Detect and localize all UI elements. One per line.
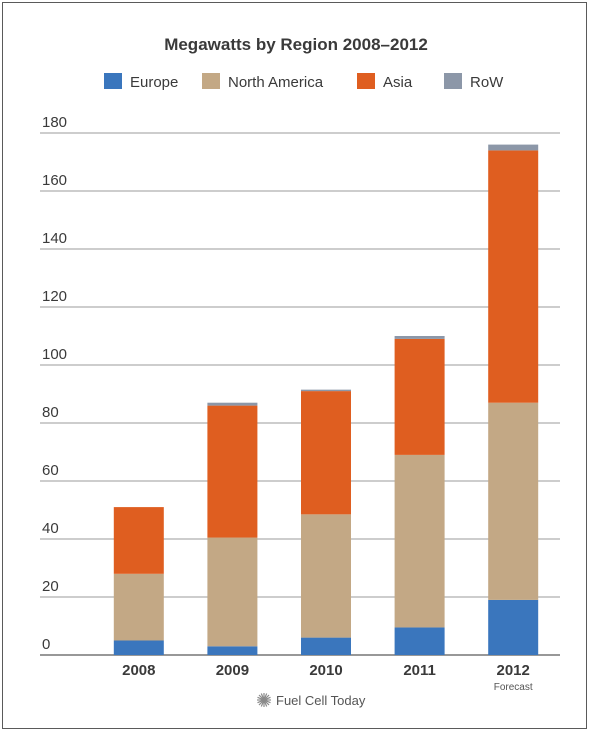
- x-tick-label: 2012: [497, 662, 530, 679]
- y-tick-label: 20: [42, 578, 59, 595]
- legend: Europe North America Asia RoW: [104, 73, 504, 91]
- legend-label-asia: Asia: [383, 74, 413, 91]
- bar-2011-row: [394, 336, 445, 339]
- bars: [113, 144, 539, 655]
- y-tick-label: 120: [42, 288, 67, 305]
- bar-2012-row: [488, 144, 539, 151]
- legend-label-europe: Europe: [130, 74, 178, 91]
- y-tick-label: 100: [42, 346, 67, 363]
- bar-2011-asia: [394, 338, 445, 455]
- legend-swatch-north-america: [202, 73, 220, 89]
- bar-2012-asia: [488, 150, 539, 403]
- bar-2009-europe: [207, 646, 258, 655]
- chart-title: Megawatts by Region 2008–2012: [164, 35, 428, 54]
- y-tick-label: 140: [42, 230, 67, 247]
- x-tick-label: 2010: [309, 662, 342, 679]
- bar-2008-asia: [113, 507, 164, 574]
- legend-swatch-europe: [104, 73, 122, 89]
- bar-2010-north-america: [301, 514, 351, 638]
- starburst-logo-icon: [257, 693, 271, 707]
- x-tick-label: 2009: [216, 662, 249, 679]
- legend-swatch-row: [444, 73, 462, 89]
- credit-text: Fuel Cell Today: [276, 693, 366, 708]
- gridlines: [40, 132, 560, 656]
- legend-label-north-america: North America: [228, 74, 324, 91]
- legend-label-row: RoW: [470, 74, 504, 91]
- bar-2012-europe: [488, 599, 539, 655]
- y-tick-label: 0: [42, 636, 50, 653]
- bar-2010-europe: [301, 637, 351, 655]
- bar-2009-asia: [207, 405, 258, 538]
- bar-2008-europe: [113, 640, 164, 655]
- bar-2012-north-america: [488, 402, 539, 600]
- y-tick-label: 160: [42, 172, 67, 189]
- x-tick-label: 2011: [403, 662, 436, 679]
- bar-2011-europe: [394, 627, 445, 655]
- x-tick-note: Forecast: [494, 682, 533, 693]
- bar-2011-north-america: [394, 454, 445, 628]
- bar-2008-north-america: [113, 573, 164, 641]
- x-tick-label: 2008: [122, 662, 155, 679]
- bar-2009-north-america: [207, 537, 258, 647]
- credit: Fuel Cell Today: [257, 693, 366, 708]
- legend-swatch-asia: [357, 73, 375, 89]
- y-axis-ticks: 0 20 40 60 80 100 120 140 160 180: [42, 114, 67, 653]
- bar-2010-asia: [301, 391, 351, 515]
- y-tick-label: 60: [42, 462, 59, 479]
- x-axis-ticks: 2008 2009 2010 2011 2012 Forecast: [122, 662, 533, 693]
- y-tick-label: 80: [42, 404, 59, 421]
- bar-2009-row: [207, 402, 258, 406]
- y-tick-label: 180: [42, 114, 67, 131]
- y-tick-label: 40: [42, 520, 59, 537]
- bar-2010-row: [301, 389, 351, 392]
